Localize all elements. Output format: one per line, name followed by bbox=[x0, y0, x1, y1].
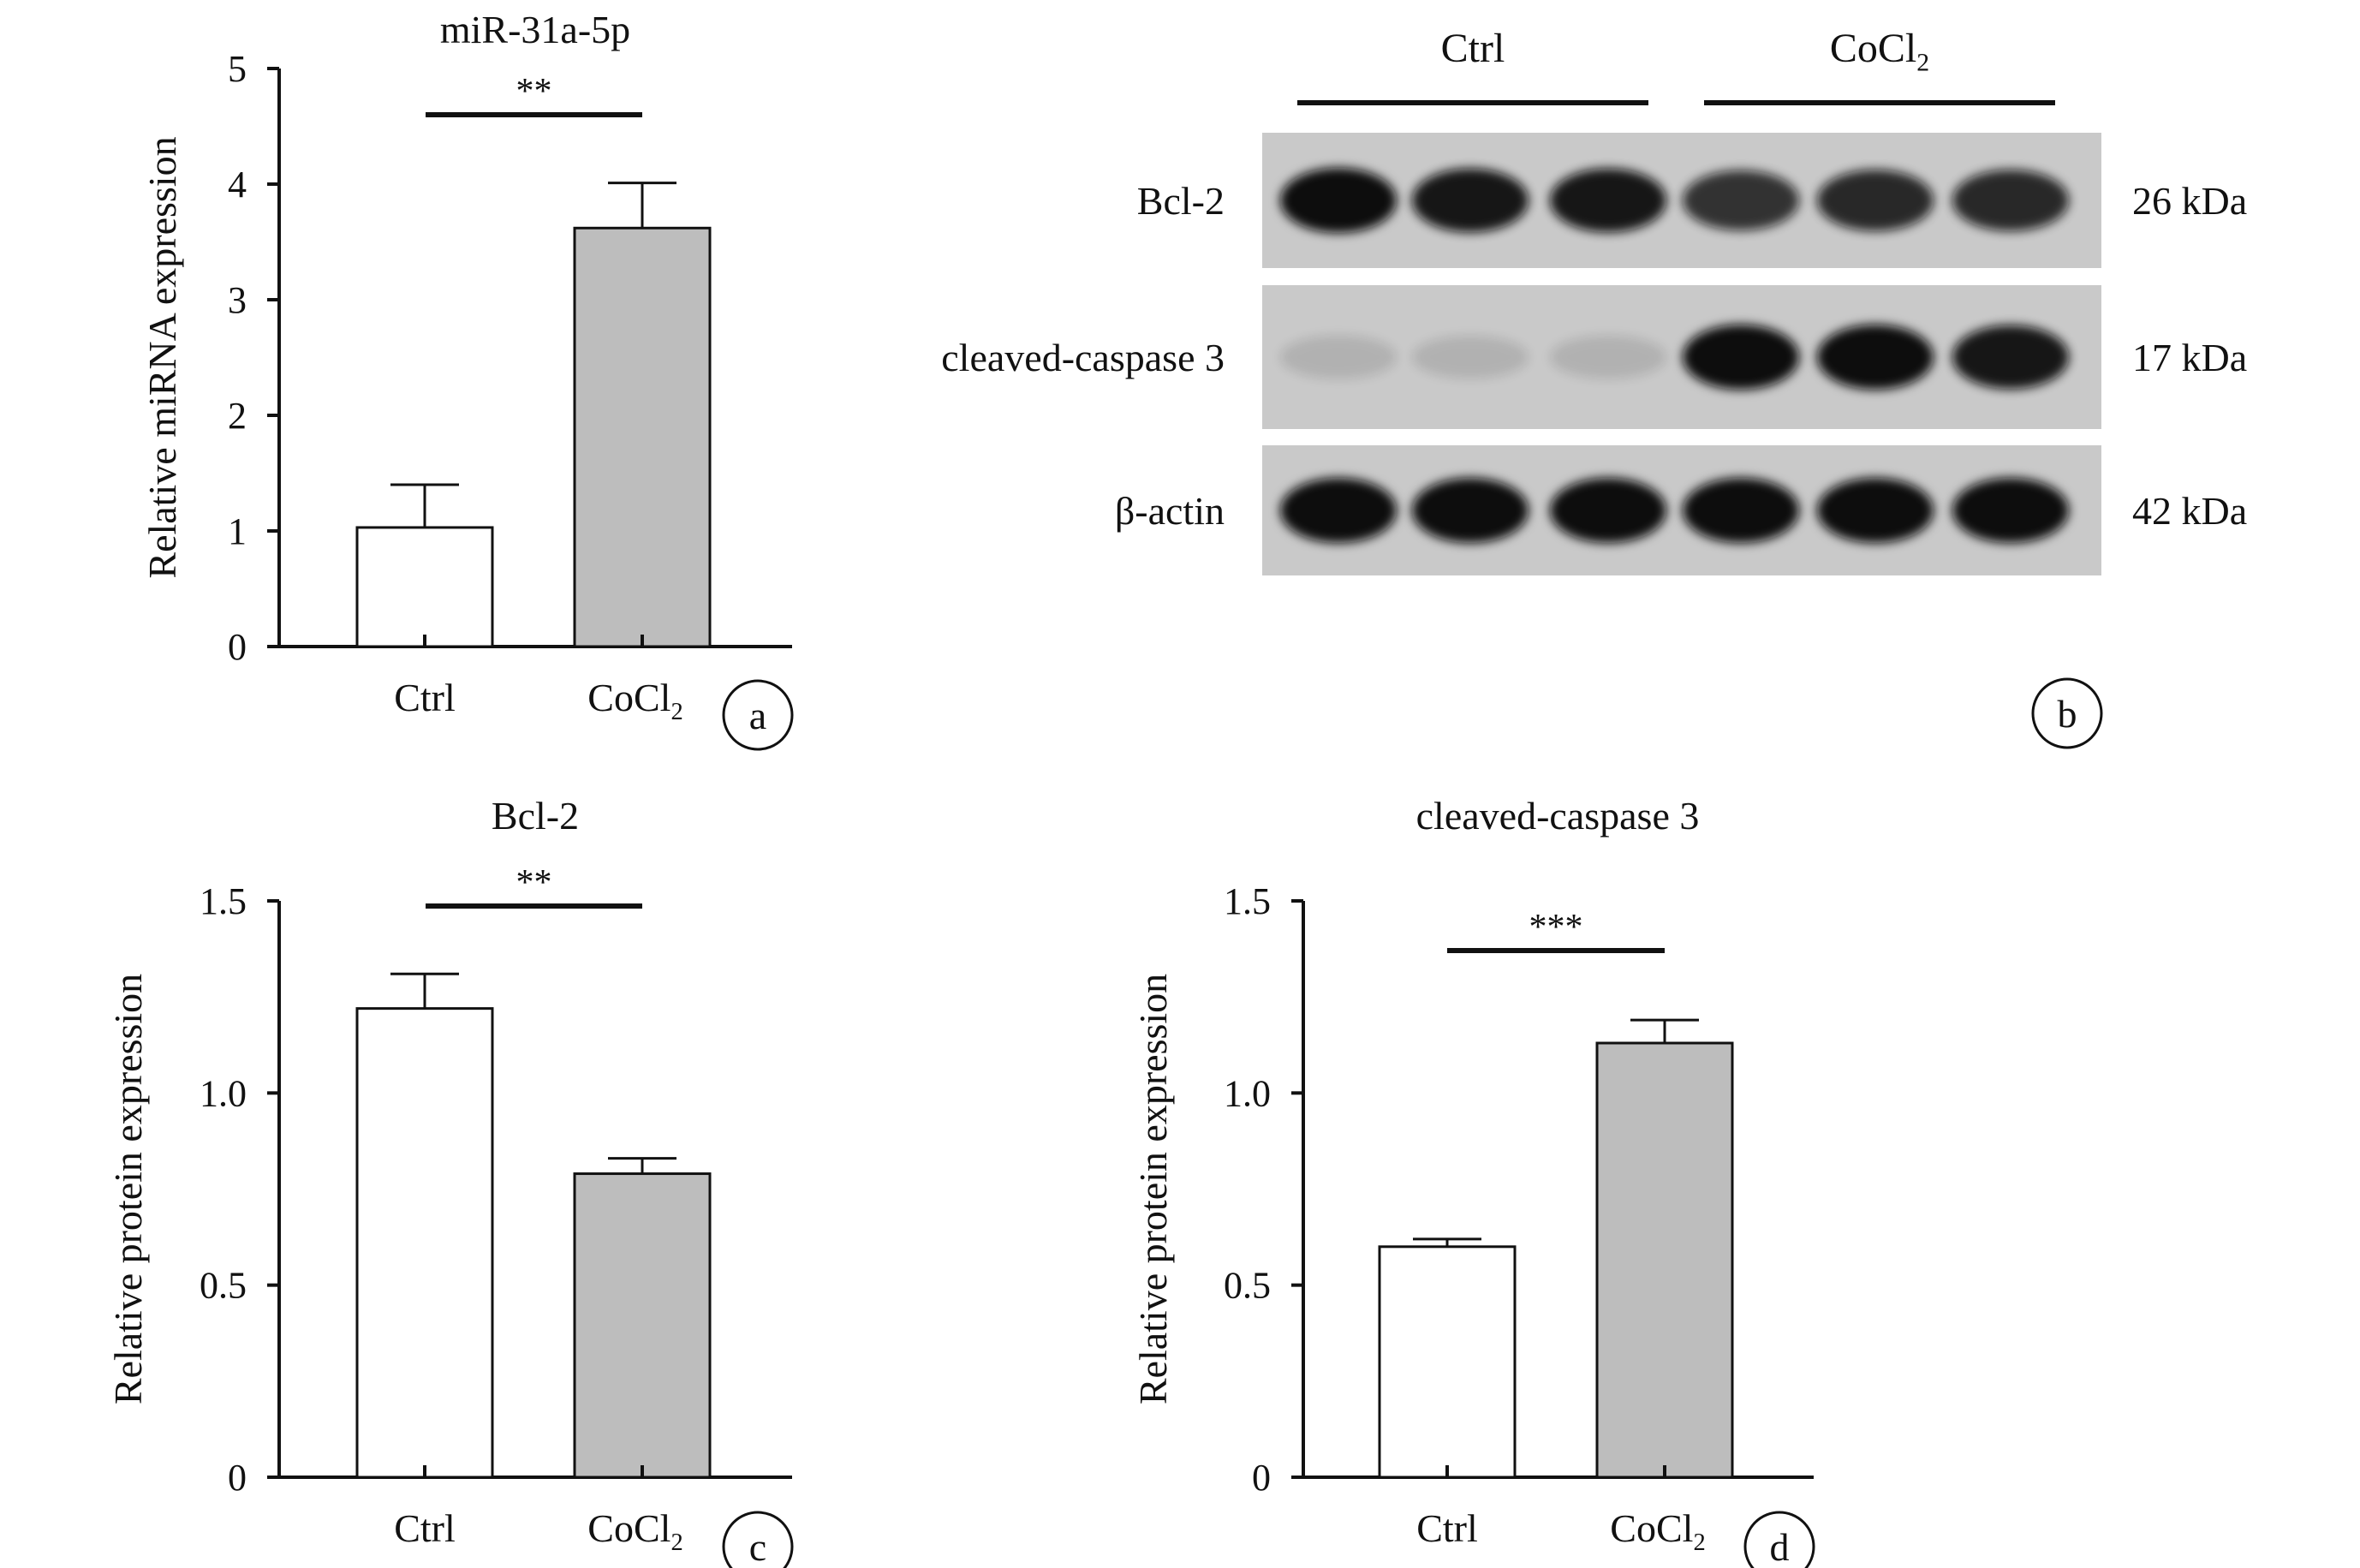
panel-label-text: b bbox=[2058, 692, 2077, 736]
y-axis-label: Relative protein expression bbox=[1131, 974, 1175, 1404]
y-axis-label: Relative protein expression bbox=[106, 974, 150, 1404]
blot-band bbox=[1817, 478, 1934, 543]
blot-band bbox=[1817, 170, 1934, 231]
blot-band bbox=[1280, 168, 1397, 233]
x-tick-label: Ctrl bbox=[394, 676, 456, 719]
x-tick-label: Ctrl bbox=[394, 1506, 456, 1550]
bar-cocl2 bbox=[573, 1172, 712, 1479]
panel-label-text: c bbox=[749, 1525, 766, 1568]
y-tick-label: 1.5 bbox=[200, 880, 247, 922]
significance-marker: ** bbox=[516, 72, 552, 111]
blot-row: Bcl-2 26 kDa bbox=[1137, 133, 2247, 268]
blot-band bbox=[1817, 325, 1934, 390]
significance-marker: *** bbox=[1529, 908, 1583, 947]
blot-band bbox=[1412, 168, 1529, 233]
blot-protein-label: Bcl-2 bbox=[1137, 179, 1225, 223]
significance-marker: ** bbox=[516, 863, 552, 903]
blot-band bbox=[1550, 478, 1666, 543]
blot-band bbox=[1683, 325, 1799, 390]
panel-label-text: d bbox=[1770, 1525, 1790, 1568]
chart-panel-d: cleaved-caspase 3 0 0.5 1.0 1.5 Relative prot… bbox=[1131, 794, 1815, 1568]
blot-group-label: CoCl2 bbox=[1830, 26, 1929, 77]
y-tick-label: 1.0 bbox=[1224, 1072, 1271, 1114]
bar-ctrl bbox=[355, 526, 494, 648]
blot-band bbox=[1412, 478, 1529, 543]
panel-label-a: a bbox=[722, 679, 794, 751]
blot-protein-label: cleaved-caspase 3 bbox=[941, 336, 1225, 379]
panel-label-circle bbox=[722, 679, 794, 751]
x-tick-label: Ctrl bbox=[1416, 1506, 1478, 1550]
blot-band bbox=[1952, 170, 2069, 231]
blot-row: β-actin 42 kDa bbox=[1115, 445, 2247, 575]
blot-band bbox=[1683, 170, 1799, 231]
chart-title: cleaved-caspase 3 bbox=[1416, 794, 1700, 838]
y-tick-label: 1.5 bbox=[1224, 880, 1271, 922]
panel-label-c: c bbox=[722, 1511, 794, 1568]
y-tick-label: 0 bbox=[228, 1457, 247, 1499]
bar-ctrl bbox=[1378, 1245, 1517, 1479]
panel-label-b: b bbox=[2031, 677, 2103, 749]
y-axis-label: Relative miRNA expression bbox=[140, 136, 184, 578]
chart-panel-c: Bcl-2 0 0.5 1.0 1.5 Relative protein expressi… bbox=[106, 794, 794, 1568]
y-tick-label: 0.5 bbox=[1224, 1265, 1271, 1307]
blot-group-label: Ctrl bbox=[1441, 26, 1505, 71]
blot-row: cleaved-caspase 3 17 kDa bbox=[941, 285, 2247, 429]
blot-band bbox=[1550, 168, 1666, 233]
panel-label-circle bbox=[2031, 677, 2103, 749]
blot-band bbox=[1412, 335, 1529, 379]
y-tick-label: 4 bbox=[228, 164, 247, 206]
chart-title: Bcl-2 bbox=[492, 794, 579, 838]
blot-size-label: 26 kDa bbox=[2132, 179, 2247, 223]
blot-protein-label: β-actin bbox=[1115, 489, 1225, 533]
y-tick-label: 1 bbox=[228, 510, 247, 552]
bar-cocl2 bbox=[1595, 1041, 1734, 1479]
chart-panel-a: miR-31a-5p 0 1 2 3 4 5 Relative miRNA expressio… bbox=[140, 8, 794, 751]
blot-band bbox=[1280, 478, 1397, 543]
bar-cocl2 bbox=[573, 226, 712, 648]
y-tick-label: 0 bbox=[228, 626, 247, 668]
x-tick-label: CoCl2 bbox=[587, 1506, 682, 1556]
y-tick-label: 3 bbox=[228, 279, 247, 321]
y-tick-label: 0.5 bbox=[200, 1265, 247, 1307]
western-blot-panel-b: Ctrl CoCl2 Bcl-2 26 kDa cleaved-caspase 3 17 … bbox=[941, 26, 2247, 749]
blot-band bbox=[1550, 335, 1666, 379]
panel-label-circle bbox=[722, 1511, 794, 1568]
panel-label-circle bbox=[1743, 1511, 1815, 1568]
x-tick-label: CoCl2 bbox=[1610, 1506, 1705, 1556]
y-tick-label: 5 bbox=[228, 48, 247, 90]
blot-band bbox=[1280, 335, 1397, 379]
y-tick-label: 1.0 bbox=[200, 1072, 247, 1114]
panel-label-d: d bbox=[1743, 1511, 1815, 1568]
blot-band bbox=[1683, 478, 1799, 543]
panel-label-text: a bbox=[749, 694, 766, 737]
chart-title: miR-31a-5p bbox=[440, 8, 630, 51]
y-tick-label: 2 bbox=[228, 395, 247, 437]
blot-size-label: 17 kDa bbox=[2132, 336, 2247, 379]
x-tick-label: CoCl2 bbox=[587, 676, 682, 725]
blot-band bbox=[1952, 325, 2069, 390]
blot-size-label: 42 kDa bbox=[2132, 489, 2247, 533]
y-tick-label: 0 bbox=[1252, 1457, 1271, 1499]
blot-band bbox=[1952, 478, 2069, 543]
bar-ctrl bbox=[355, 1007, 494, 1479]
